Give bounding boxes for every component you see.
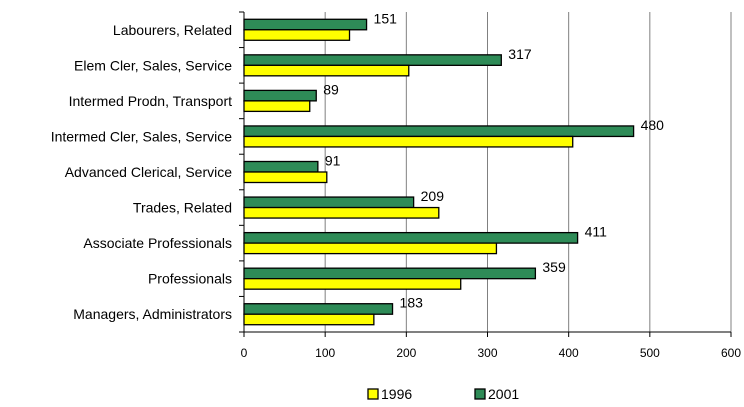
- x-tick-label: 100: [315, 346, 335, 360]
- bar-2001: [243, 54, 502, 66]
- bar-1996: [243, 64, 410, 77]
- bar-2001: [243, 267, 537, 280]
- bar-1996: [243, 135, 574, 148]
- data-label: 317: [508, 46, 532, 62]
- bar-2001: [243, 196, 415, 209]
- category-label: Managers, Administrators: [73, 306, 232, 322]
- bar-2001: [243, 160, 319, 173]
- data-label: 183: [400, 295, 424, 311]
- data-label: 89: [323, 81, 339, 97]
- bar-2001: [243, 18, 368, 31]
- category-label: Professionals: [148, 271, 232, 287]
- category-label: Labourers, Related: [113, 22, 232, 38]
- data-label: 411: [585, 224, 608, 240]
- category-label: Advanced Clerical, Service: [65, 164, 233, 180]
- bar-1996: [243, 171, 328, 184]
- category-label: Intermed Cler, Sales, Service: [51, 128, 233, 144]
- bar-1996: [243, 206, 440, 219]
- legend-swatch: [367, 388, 379, 400]
- legend-label: 1996: [381, 386, 412, 402]
- legend-label: 2001: [488, 386, 519, 402]
- bar-1996: [243, 242, 498, 255]
- data-labels: 151 317 89 480 91 209 411 359 183: [323, 10, 664, 310]
- data-label: 91: [325, 153, 341, 169]
- category-label: Trades, Related: [133, 200, 232, 216]
- data-label: 359: [542, 259, 566, 275]
- legend: 1996 2001: [367, 386, 519, 402]
- category-label: Elem Cler, Sales, Service: [74, 57, 232, 73]
- x-tick-label: 500: [640, 346, 660, 360]
- data-label: 480: [641, 117, 665, 133]
- data-label: 209: [421, 188, 445, 204]
- x-tick-labels: 0 100 200 300 400 500 600: [241, 346, 742, 360]
- bar-2001: [243, 231, 579, 244]
- x-tick-label: 600: [721, 346, 741, 360]
- axes: [239, 11, 732, 337]
- bar-2001: [243, 89, 317, 102]
- x-tick-label: 400: [559, 346, 579, 360]
- bar-1996: [243, 278, 462, 290]
- category-label: Associate Professionals: [83, 235, 232, 251]
- bar-2001: [243, 125, 635, 138]
- bar-1996: [243, 313, 375, 326]
- bar-1996: [243, 29, 351, 41]
- bars: [243, 18, 635, 326]
- category-label: Intermed Prodn, Transport: [69, 93, 233, 109]
- category-labels: Labourers, Related Elem Cler, Sales, Serv…: [51, 22, 233, 322]
- bar-2001: [243, 303, 394, 315]
- x-tick-label: 300: [477, 346, 497, 360]
- x-tick-label: 0: [241, 346, 248, 360]
- legend-swatch: [474, 388, 486, 400]
- x-tick-label: 200: [396, 346, 416, 360]
- bar-1996: [243, 100, 311, 113]
- data-label: 151: [374, 10, 398, 26]
